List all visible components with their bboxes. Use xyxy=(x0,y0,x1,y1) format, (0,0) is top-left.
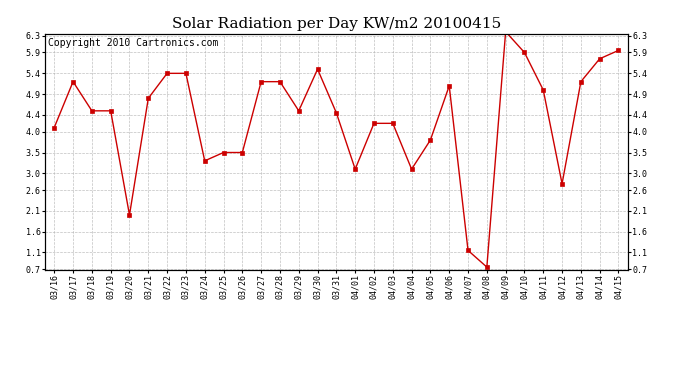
Title: Solar Radiation per Day KW/m2 20100415: Solar Radiation per Day KW/m2 20100415 xyxy=(172,17,501,31)
Text: Copyright 2010 Cartronics.com: Copyright 2010 Cartronics.com xyxy=(48,39,218,48)
